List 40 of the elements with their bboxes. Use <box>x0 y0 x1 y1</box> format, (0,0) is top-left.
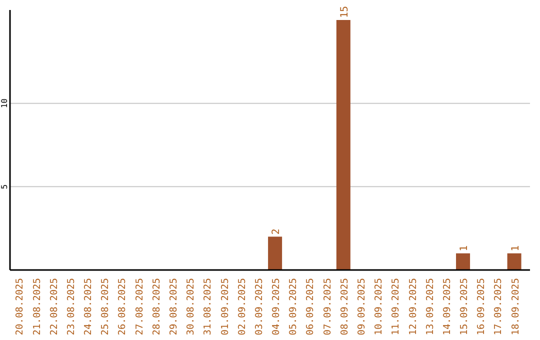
x-tick-label: 09.09.2025 <box>356 278 368 336</box>
x-tick-label: 03.09.2025 <box>254 278 265 336</box>
x-tick-label: 14.09.2025 <box>442 278 453 336</box>
x-tick-label: 20.08.2025 <box>14 278 26 336</box>
x-tick-label: 24.08.2025 <box>83 278 94 336</box>
x-tick-label: 26.08.2025 <box>117 278 128 336</box>
x-tick-label: 02.09.2025 <box>236 278 248 336</box>
x-tick-label: 13.09.2025 <box>424 278 436 336</box>
x-tick-label: 07.09.2025 <box>322 278 334 336</box>
x-tick-label: 21.08.2025 <box>32 278 43 336</box>
x-tick-label: 31.08.2025 <box>202 278 214 336</box>
x-tick-label: 30.08.2025 <box>186 278 197 336</box>
x-tick-label: 28.08.2025 <box>151 278 162 336</box>
x-tick-label: 15.09.2025 <box>459 278 470 336</box>
x-tick-label: 18.09.2025 <box>510 278 522 336</box>
x-tick-label: 27.08.2025 <box>134 278 146 336</box>
x-tick-label: 11.09.2025 <box>390 278 402 336</box>
y-tick-label: 5 <box>0 184 9 190</box>
x-tick-label: 23.08.2025 <box>66 278 77 336</box>
data-label: 2 <box>271 228 282 235</box>
x-tick-label: 29.08.2025 <box>168 278 180 336</box>
bar <box>456 253 470 270</box>
x-tick-label: 08.09.2025 <box>339 278 350 336</box>
x-tick-label: 22.08.2025 <box>48 278 60 336</box>
x-tick-label: 25.08.2025 <box>100 278 112 336</box>
data-label: 1 <box>510 245 522 252</box>
y-tick-label: 10 <box>0 98 9 108</box>
data-label: 15 <box>339 6 350 18</box>
x-tick-label: 06.09.2025 <box>305 278 316 336</box>
bar <box>336 20 350 270</box>
x-tick-label: 10.09.2025 <box>374 278 385 336</box>
x-tick-label: 16.09.2025 <box>476 278 488 336</box>
bar <box>268 236 282 270</box>
bar <box>507 253 522 270</box>
x-tick-label: 04.09.2025 <box>271 278 282 336</box>
x-tick-label: 12.09.2025 <box>408 278 419 336</box>
x-tick-label: 05.09.2025 <box>288 278 300 336</box>
x-tick-label: 17.09.2025 <box>493 278 504 336</box>
data-label: 1 <box>459 245 470 252</box>
x-tick-label: 01.09.2025 <box>220 278 231 336</box>
